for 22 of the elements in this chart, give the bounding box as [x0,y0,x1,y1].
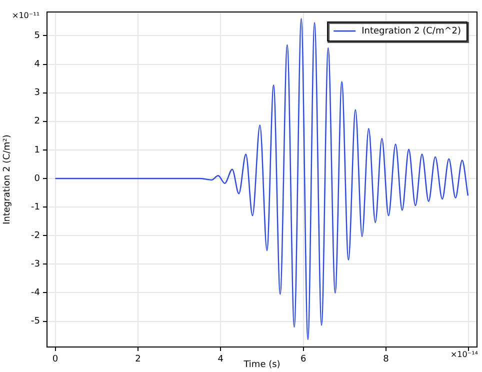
y-tick-label: -2 [31,230,40,241]
y-tick-label: -5 [31,316,40,327]
x-axis-title: Time (s) [242,360,280,370]
text: ×10⁻¹¹ [12,11,40,20]
y-tick-label: 4 [34,60,40,70]
x-tick-label: 4 [218,354,224,365]
y-tick-label: 5 [34,31,40,42]
y-tick-label: 2 [34,116,40,127]
legend-label: Integration 2 (C/m^2) [362,26,462,36]
y-tick-label: 0 [34,174,40,184]
x-tick-label: 2 [135,354,141,365]
text: ×10⁻¹⁴ [450,350,478,359]
y-tick-label: -4 [31,288,40,298]
y-tick-label: 1 [34,145,40,156]
y-tick-label: 3 [34,88,40,98]
y-axis-title: Integration 2 (C/m²) [2,134,13,224]
line-series [54,18,469,340]
x-tick-label: 0 [52,354,58,365]
y-tick-label: -3 [31,260,40,270]
x-tick-label: 6 [300,354,306,365]
y-tick-label: -1 [31,202,40,212]
x-tick-label: 8 [383,354,390,365]
